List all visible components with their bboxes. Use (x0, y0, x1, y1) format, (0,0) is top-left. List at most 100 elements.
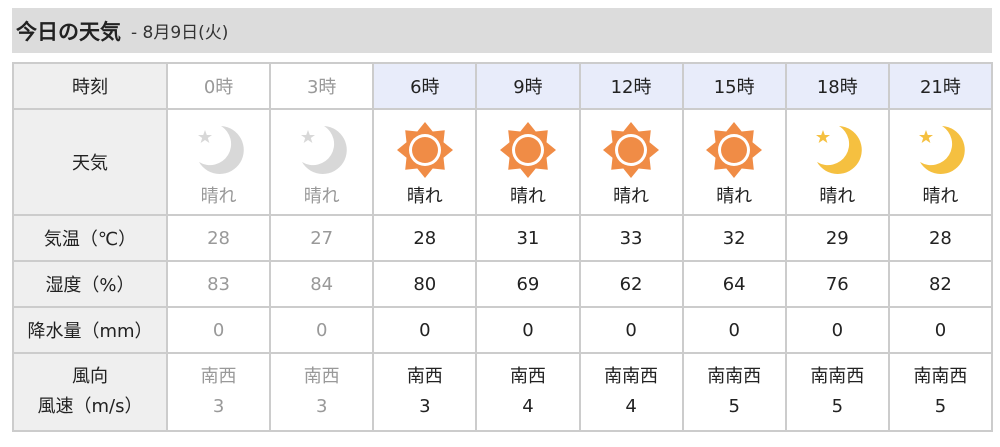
precip-value: 0 (831, 319, 844, 341)
humidity-cell: 83 (165, 260, 272, 308)
time-label: 12時 (610, 77, 652, 98)
wind-dir-value: 南西 (509, 366, 546, 387)
date-label: - 8月9日(火) (131, 23, 229, 43)
humidity-value: 80 (413, 273, 437, 295)
weather-label: 晴れ (406, 186, 443, 207)
temp-value: 27 (310, 227, 334, 249)
weather-cell: 晴れ (372, 108, 478, 216)
wind-dir-value: 南西 (406, 366, 443, 387)
wind-speed-value: 5 (934, 396, 947, 417)
time-label: 9時 (513, 77, 543, 98)
wind-speed-value: 4 (522, 396, 534, 417)
moon-icon (890, 122, 991, 178)
row-label-humidity: 湿度（%） (12, 260, 168, 308)
wind-dir-value: 南南西 (707, 366, 762, 387)
weather-label: 晴れ (716, 186, 753, 207)
wind-speed-value: 5 (831, 396, 844, 417)
weather-cell: 晴れ (578, 108, 684, 216)
humidity-cell: 80 (372, 260, 478, 308)
weather-table: 時刻 0時 3時 6時 9時 12時 15時 18時 21時 天気 晴れ 晴れ 晴れ 晴れ 晴れ 晴れ 晴れ 晴… (12, 62, 994, 432)
humidity-value: 84 (310, 273, 334, 295)
precip-cell: 0 (269, 306, 375, 354)
weather-cell: 晴れ (784, 108, 890, 216)
wind-cell: 南西 3 (269, 352, 375, 432)
sun-icon (374, 122, 475, 178)
humidity-value: 82 (928, 273, 952, 295)
wind-speed-label: 風速（m/s） (37, 396, 143, 417)
temp-value: 28 (928, 227, 952, 249)
row-label-temp: 気温（℃） (12, 214, 168, 262)
title-bar: 今日の天気 - 8月9日(火) (12, 8, 992, 53)
wind-dir-value: 南南西 (913, 366, 968, 387)
time-cell: 0時 (165, 62, 272, 110)
wind-cell: 南南西 5 (784, 352, 890, 432)
sun-icon (477, 122, 578, 178)
wind-cell: 南西 3 (372, 352, 478, 432)
row-label-weather: 天気 (12, 108, 168, 216)
wind-dir-value: 南西 (303, 366, 340, 387)
humidity-cell: 69 (475, 260, 581, 308)
precip-cell: 0 (681, 306, 787, 354)
temp-value: 31 (516, 227, 540, 249)
precip-value: 0 (212, 319, 225, 341)
time-cell: 12時 (578, 62, 684, 110)
precip-value: 0 (419, 319, 431, 341)
humidity-value: 62 (619, 273, 643, 295)
precip-value: 0 (934, 319, 947, 341)
page-title: 今日の天気 (16, 19, 121, 44)
temp-cell: 29 (784, 214, 890, 262)
wind-speed-value: 4 (625, 396, 637, 417)
sun-icon (684, 122, 785, 178)
precip-value: 0 (728, 319, 740, 341)
wind-dir-value: 南西 (200, 366, 237, 387)
temp-value: 32 (722, 227, 746, 249)
wind-speed-value: 3 (419, 396, 431, 417)
weather-cell: 晴れ (681, 108, 787, 216)
weather-cell: 晴れ (269, 108, 375, 216)
wind-cell: 南南西 4 (578, 352, 684, 432)
humidity-cell: 64 (681, 260, 787, 308)
humidity-value: 69 (516, 273, 540, 295)
time-cell: 3時 (269, 62, 375, 110)
temp-cell: 27 (269, 214, 375, 262)
temp-value: 28 (413, 227, 437, 249)
humidity-cell: 84 (269, 260, 375, 308)
moon-icon (787, 122, 888, 178)
wind-dir-label: 風向 (72, 366, 108, 387)
time-cell: 15時 (681, 62, 787, 110)
time-cell: 18時 (784, 62, 890, 110)
precip-cell: 0 (165, 306, 272, 354)
temp-cell: 31 (475, 214, 581, 262)
weather-cell: 晴れ (475, 108, 581, 216)
time-cell: 6時 (372, 62, 478, 110)
weather-label: 晴れ (509, 186, 546, 207)
temp-cell: 32 (681, 214, 787, 262)
precip-cell: 0 (475, 306, 581, 354)
wind-cell: 南西 4 (475, 352, 581, 432)
precip-cell: 0 (578, 306, 684, 354)
time-label: 3時 (306, 77, 337, 98)
humidity-value: 64 (722, 273, 746, 295)
temp-cell: 33 (578, 214, 684, 262)
humidity-cell: 82 (887, 260, 994, 308)
temp-cell: 28 (165, 214, 272, 262)
weather-label: 晴れ (819, 186, 856, 207)
wind-speed-value: 3 (212, 396, 225, 417)
precip-value: 0 (315, 319, 328, 341)
row-label-time: 時刻 (12, 62, 168, 110)
humidity-value: 76 (825, 273, 849, 295)
weather-cell: 晴れ (887, 108, 994, 216)
time-label: 6時 (410, 77, 440, 98)
moon-icon (271, 122, 372, 178)
moon-icon (168, 122, 269, 178)
wind-speed-value: 3 (315, 396, 328, 417)
weather-label: 晴れ (613, 186, 650, 207)
temp-cell: 28 (887, 214, 994, 262)
wind-cell: 南南西 5 (887, 352, 994, 432)
wind-cell: 南南西 5 (681, 352, 787, 432)
wind-dir-value: 南南西 (604, 366, 659, 387)
temp-cell: 28 (372, 214, 478, 262)
time-label: 15時 (713, 77, 755, 98)
time-cell: 21時 (887, 62, 994, 110)
wind-cell: 南西 3 (165, 352, 272, 432)
